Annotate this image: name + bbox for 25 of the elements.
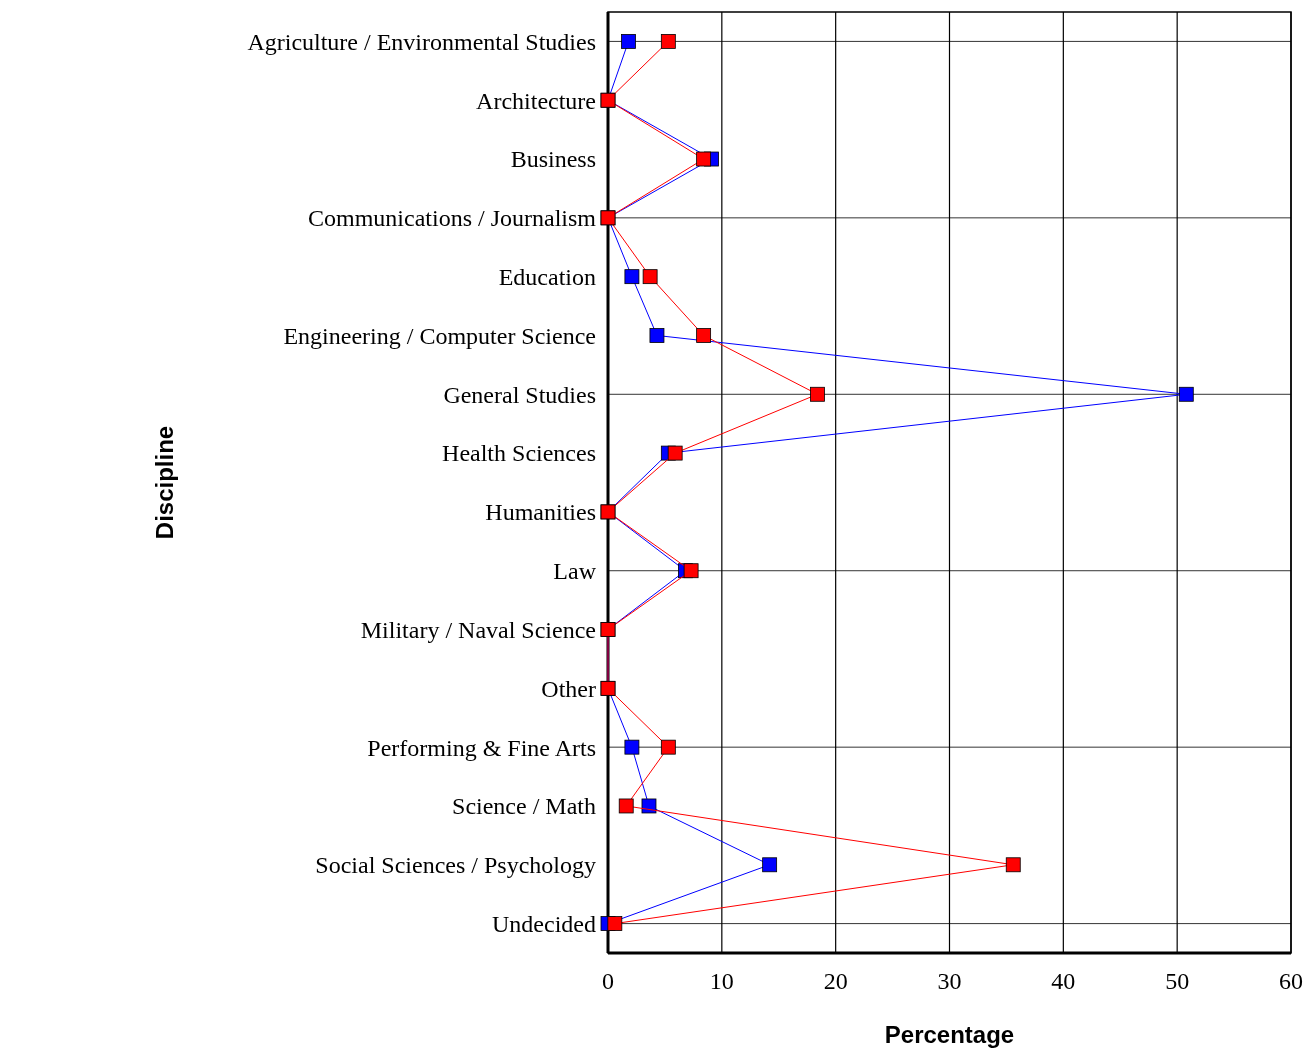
y-tick-label: Education xyxy=(498,264,596,291)
y-tick-label: Other xyxy=(541,675,596,702)
y-axis-title: Discipline xyxy=(151,425,178,540)
y-tick-label: Science / Math xyxy=(452,793,596,820)
y-tick-label: Health Sciences xyxy=(442,440,596,467)
x-tick-label: 30 xyxy=(937,968,962,994)
y-tick-label: Communications / Journalism xyxy=(308,205,597,232)
x-tick-label: 60 xyxy=(1279,968,1303,994)
y-tick-label: Law xyxy=(553,558,597,585)
y-tick-label: Architecture xyxy=(476,87,596,114)
y-tick-label: Business xyxy=(510,146,596,173)
y-tick-label: Humanities xyxy=(485,499,596,526)
y-tick-label: Undecided xyxy=(492,910,596,937)
y-tick-label: Performing & Fine Arts xyxy=(367,734,596,761)
x-tick-label: 50 xyxy=(1165,968,1190,994)
x-tick-label: 10 xyxy=(709,968,734,994)
y-tick-label: Social Sciences / Psychology xyxy=(315,852,596,879)
y-tick-label: General Studies xyxy=(443,381,596,408)
x-tick-label: 40 xyxy=(1051,968,1076,994)
y-tick-label: Agriculture / Environmental Studies xyxy=(247,28,596,55)
x-axis-title: Percentage xyxy=(884,1021,1015,1048)
y-tick-label: Engineering / Computer Science xyxy=(283,322,596,349)
x-tick-label: 0 xyxy=(602,968,614,994)
x-tick-label: 20 xyxy=(823,968,848,994)
y-tick-label: Military / Naval Science xyxy=(360,616,596,643)
